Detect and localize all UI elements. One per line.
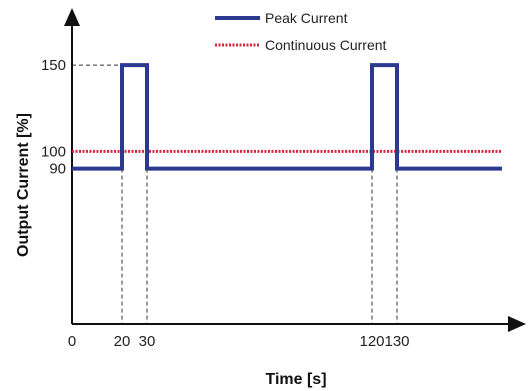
x-axis-arrow-icon — [508, 316, 526, 332]
series-layer — [72, 63, 502, 171]
legend: Peak Current Continuous Current — [215, 10, 387, 53]
x-tick-label-0: 0 — [68, 333, 76, 350]
y-tick-label-100: 100 — [41, 143, 66, 160]
reference-lines — [72, 64, 398, 324]
axes — [64, 8, 526, 332]
series-line-peak-current — [72, 63, 502, 171]
x-axis-label: Time [s] — [265, 371, 326, 388]
x-tick-label-120: 120 — [359, 333, 384, 350]
legend-label-peak-current: Peak Current — [265, 10, 348, 26]
x-tick-label-130: 130 — [384, 333, 409, 350]
y-tick-label-150: 150 — [41, 57, 66, 74]
x-tick-label-30: 30 — [139, 333, 156, 350]
y-axis-arrow-icon — [64, 8, 80, 26]
y-tick-label-90: 90 — [49, 161, 66, 178]
x-tick-label-20: 20 — [114, 333, 131, 350]
y-axis-label: Output Current [%] — [15, 113, 32, 257]
legend-label-continuous-current: Continuous Current — [265, 37, 387, 53]
